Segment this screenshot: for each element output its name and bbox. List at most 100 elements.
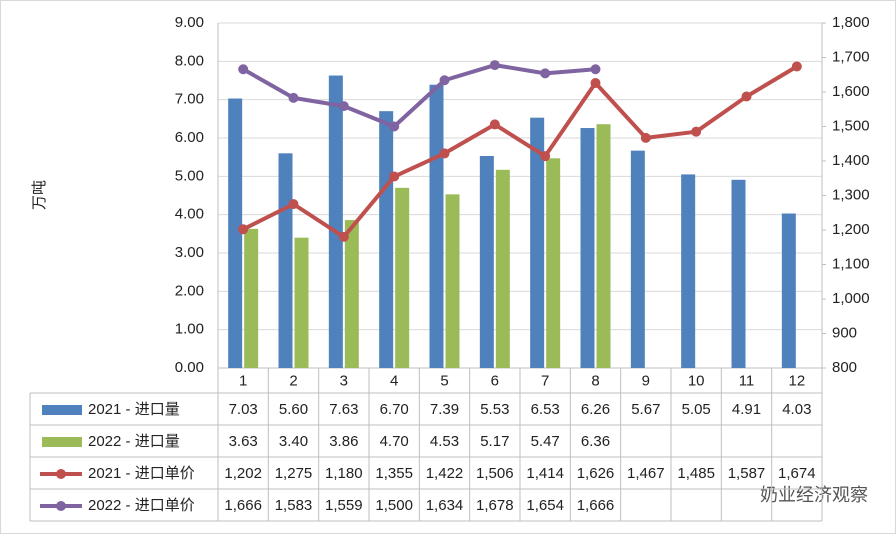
table-value: 6.70 — [380, 401, 409, 418]
y-tick-label: 5.00 — [175, 167, 204, 184]
legend-swatch — [56, 469, 66, 479]
x-tick-label: 2 — [289, 372, 297, 389]
x-tick-label: 5 — [440, 372, 448, 389]
y2-tick-label: 900 — [832, 324, 857, 341]
bar — [596, 124, 611, 368]
table-value: 3.40 — [279, 433, 308, 450]
table-value: 6.26 — [581, 401, 610, 418]
marker — [439, 148, 450, 159]
table-value: 1,422 — [426, 465, 464, 482]
table-value: 3.86 — [329, 433, 358, 450]
y-tick-label: 3.00 — [175, 244, 204, 261]
bar — [580, 128, 595, 368]
bar — [630, 150, 645, 368]
marker — [288, 199, 299, 210]
table-value: 1,626 — [577, 465, 615, 482]
marker — [489, 60, 500, 71]
marker — [389, 171, 400, 182]
table-value: 1,678 — [476, 497, 514, 514]
bar — [731, 179, 746, 368]
table-value: 1,674 — [778, 465, 816, 482]
marker — [338, 231, 349, 242]
legend-label: 2022 - 进口单价 — [88, 497, 195, 514]
table-value: 3.63 — [229, 433, 258, 450]
line — [242, 64, 798, 239]
x-tick-label: 1 — [239, 372, 247, 389]
table-value: 4.53 — [430, 433, 459, 450]
table-value: 1,202 — [224, 465, 262, 482]
table-value: 7.03 — [229, 401, 258, 418]
y-tick-label: 2.00 — [175, 282, 204, 299]
table-value: 1,506 — [476, 465, 514, 482]
y-tick-label: 8.00 — [175, 52, 204, 69]
marker — [238, 64, 249, 75]
marker — [540, 68, 551, 79]
x-tick-label: 4 — [390, 372, 398, 389]
marker — [389, 121, 400, 132]
bar — [278, 153, 293, 368]
table-value: 5.60 — [279, 401, 308, 418]
x-tick-label: 3 — [340, 372, 348, 389]
bar — [479, 156, 494, 368]
marker — [640, 132, 651, 143]
y-tick-label: 1.00 — [175, 321, 204, 338]
y-tick-label: 0.00 — [175, 359, 204, 376]
table-value: 1,559 — [325, 497, 363, 514]
y2-tick-label: 1,400 — [832, 152, 870, 169]
y2-tick-label: 1,600 — [832, 83, 870, 100]
y2-tick-label: 1,800 — [832, 14, 870, 31]
table-value: 5.67 — [631, 401, 660, 418]
table-value: 1,355 — [375, 465, 413, 482]
y2-tick-label: 1,200 — [832, 221, 870, 238]
bar — [294, 237, 309, 368]
marker — [489, 119, 500, 130]
legend-label: 2021 - 进口量 — [88, 401, 180, 418]
marker — [540, 151, 551, 162]
y2-tick-label: 1,300 — [832, 186, 870, 203]
table-value: 1,485 — [677, 465, 715, 482]
bar — [530, 117, 545, 368]
table-value: 7.39 — [430, 401, 459, 418]
table-value: 6.36 — [581, 433, 610, 450]
table-value: 1,587 — [728, 465, 766, 482]
marker — [590, 78, 601, 89]
x-tick-label: 8 — [591, 372, 599, 389]
y-tick-label: 9.00 — [175, 14, 204, 31]
bar — [495, 169, 510, 368]
legend-swatch — [42, 405, 82, 415]
table-value: 1,275 — [275, 465, 313, 482]
table-value: 5.17 — [480, 433, 509, 450]
bar — [344, 220, 359, 368]
x-tick-label: 11 — [739, 372, 755, 389]
x-tick-label: 6 — [491, 372, 499, 389]
bar — [244, 228, 259, 368]
marker — [791, 61, 802, 72]
bar — [429, 84, 444, 368]
legend-swatch — [42, 437, 82, 447]
bar — [445, 194, 460, 368]
bar — [681, 174, 696, 368]
table-value: 5.53 — [480, 401, 509, 418]
x-tick-label: 9 — [642, 372, 650, 389]
marker — [741, 91, 752, 102]
y-tick-label: 7.00 — [175, 91, 204, 108]
legend-label: 2022 - 进口量 — [88, 433, 180, 450]
table-value: 1,467 — [627, 465, 665, 482]
y2-tick-label: 1,500 — [832, 117, 870, 134]
table-value: 1,500 — [375, 497, 413, 514]
y-tick-label: 6.00 — [175, 129, 204, 146]
x-tick-label: 10 — [688, 372, 705, 389]
y2-tick-label: 1,000 — [832, 290, 870, 307]
line — [242, 63, 596, 129]
x-tick-label: 12 — [788, 372, 805, 389]
table-value: 5.05 — [682, 401, 711, 418]
table-value: 1,666 — [577, 497, 615, 514]
marker — [288, 92, 299, 103]
bar — [228, 98, 243, 369]
table-value: 4.91 — [732, 401, 761, 418]
marker — [238, 224, 249, 235]
bar — [395, 187, 410, 368]
x-tick-label: 7 — [541, 372, 549, 389]
watermark: 奶业经济观察 — [760, 485, 868, 505]
